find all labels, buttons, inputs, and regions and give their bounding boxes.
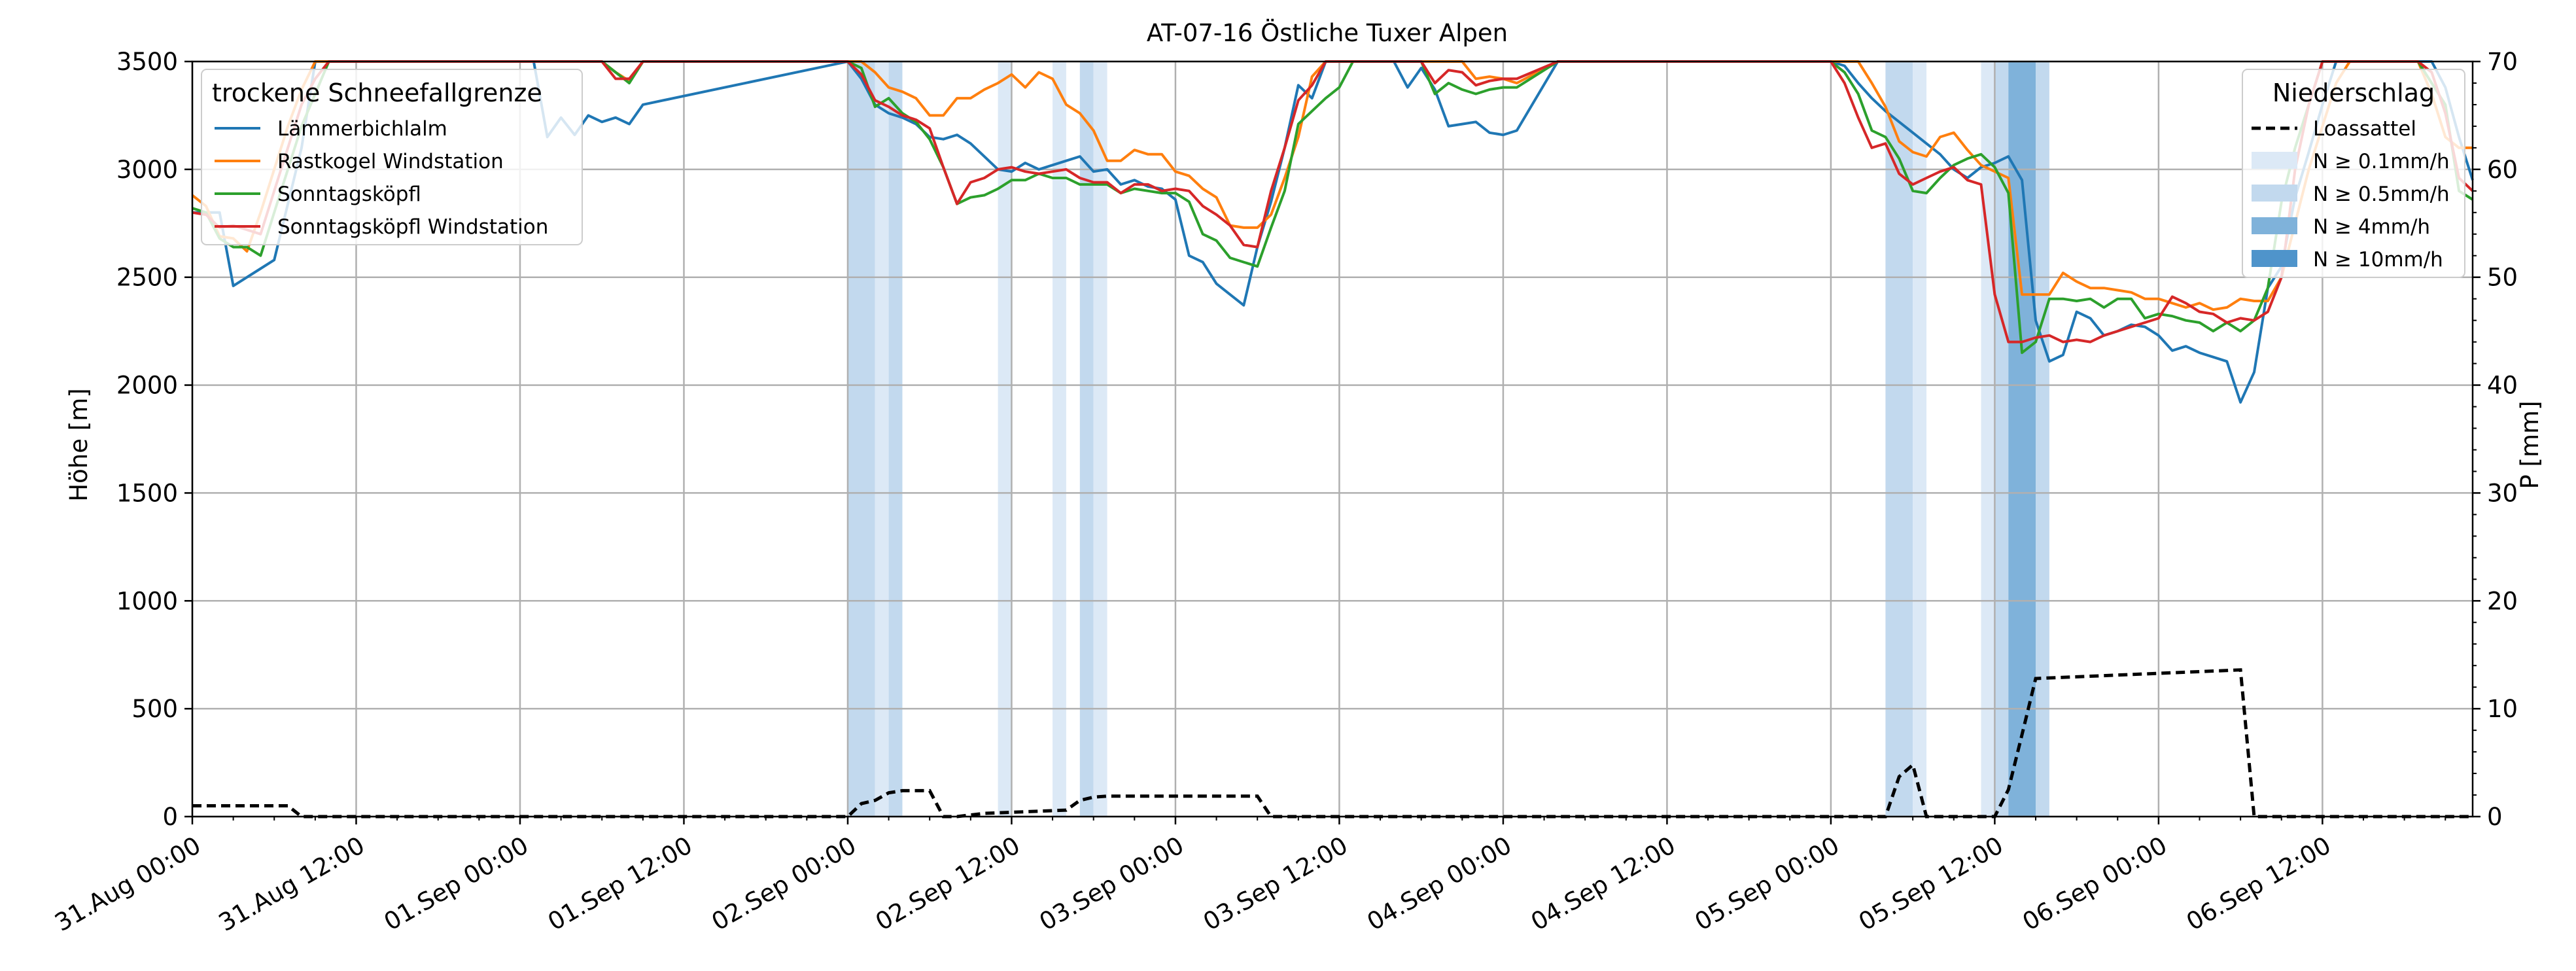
precip-line [192,668,2473,819]
y2-tick-label-6: 60 [2487,156,2518,184]
y-tick-label-1: 500 [131,695,178,723]
precip-band-12 [2036,62,2049,817]
precip-band-7 [1885,62,1913,817]
legend-swatch-n05 [2252,185,2297,202]
x-tick-label-9: 04.Sep 12:00 [1526,831,1680,936]
precip-band-8 [1913,62,1927,817]
x-tick-label-11: 05.Sep 12:00 [1854,831,2008,936]
x-tick-label-7: 03.Sep 12:00 [1198,831,1352,936]
legend-snow-frame [201,69,583,245]
legend-precip: Niederschlag Loassattel N ≥ 0.1mm/h N ≥ … [2242,69,2465,278]
precip-band-4 [1053,62,1066,817]
y2-tick-labels: 0 10 20 30 40 50 60 70 [2487,48,2518,831]
x-tick-label-12: 06.Sep 00:00 [2018,831,2172,936]
legend-label-n01: N ≥ 0.1mm/h [2313,150,2450,173]
axes [184,60,2480,824]
y-tick-label-0: 0 [162,803,178,831]
x-tick-label-4: 02.Sep 00:00 [707,831,861,936]
x-tick-labels: 31.Aug 00:00 31.Aug 12:00 01.Sep 00:00 01.S… [50,831,2336,937]
x-tick-label-3: 01.Sep 12:00 [543,831,697,936]
precip-series-line [192,668,2473,819]
y-tick-labels: 0 500 1000 1500 2000 2500 3000 3500 [116,48,178,831]
legend-precip-frame [2242,69,2465,278]
legend-label-laemmerbichlalm: Lämmerbichlalm [277,117,447,141]
x-tick-label-6: 03.Sep 00:00 [1035,831,1189,936]
legend-label-n4: N ≥ 4mm/h [2313,215,2430,239]
legend-label-loassattel: Loassattel [2313,117,2416,141]
y-axis-label: Höhe [m] [65,388,93,501]
y-tick-label-6: 3000 [116,156,178,184]
precip-band-2 [888,62,903,817]
precip-band-9 [1981,62,1995,817]
precip-band-3 [998,62,1012,817]
legend-snow: trockene Schneefallgrenze Lämmerbichlalm… [201,69,583,245]
x-tick-label-0: 31.Aug 00:00 [50,831,206,937]
y-tick-label-3: 1500 [116,479,178,507]
precip-bands [847,62,2049,817]
y-tick-label-5: 2500 [116,264,178,292]
y2-tick-label-5: 50 [2487,264,2518,292]
x-tick-label-2: 01.Sep 00:00 [379,831,533,936]
y2-tick-label-2: 20 [2487,587,2518,615]
legend-label-sonntagskoepfl-wind: Sonntagsköpfl Windstation [277,215,548,239]
precip-band-6 [1093,62,1107,817]
y-tick-label-7: 3500 [116,48,178,76]
y-tick-label-2: 1000 [116,587,178,615]
legend-snow-title: trockene Schneefallgrenze [212,79,542,107]
y2-tick-label-4: 40 [2487,372,2518,400]
plot-frame [191,60,2474,818]
legend-label-sonntagskoepfl: Sonntagsköpfl [277,183,421,206]
y-tick-label-4: 2000 [116,372,178,400]
y2-tick-label-1: 10 [2487,695,2518,723]
legend-precip-title: Niederschlag [2272,79,2435,107]
x-tick-label-1: 31.Aug 12:00 [214,831,370,937]
y2-axis-label: P [mm] [2516,400,2544,489]
y2-tick-label-7: 70 [2487,48,2518,76]
legend-label-rastkogel: Rastkogel Windstation [277,150,504,173]
legend-label-n10: N ≥ 10mm/h [2313,248,2443,272]
y2-tick-label-0: 0 [2487,803,2503,831]
x-tick-label-5: 02.Sep 12:00 [871,831,1024,936]
precip-band-1 [875,62,889,817]
chart-title: AT-07-16 Östliche Tuxer Alpen [1147,19,1508,47]
legend-label-n05: N ≥ 0.5mm/h [2313,183,2450,206]
legend-swatch-n4 [2252,217,2297,234]
precip-band-10 [1994,62,2009,817]
precip-band-11 [2008,62,2036,817]
x-tick-label-13: 06.Sep 12:00 [2182,831,2335,936]
legend-swatch-n10 [2252,250,2297,267]
precip-band-5 [1079,62,1094,817]
precip-band-0 [847,62,875,817]
y2-tick-label-3: 30 [2487,479,2518,507]
legend-swatch-n01 [2252,152,2297,169]
x-tick-label-8: 04.Sep 00:00 [1363,831,1516,936]
x-tick-label-10: 05.Sep 00:00 [1690,831,1844,936]
